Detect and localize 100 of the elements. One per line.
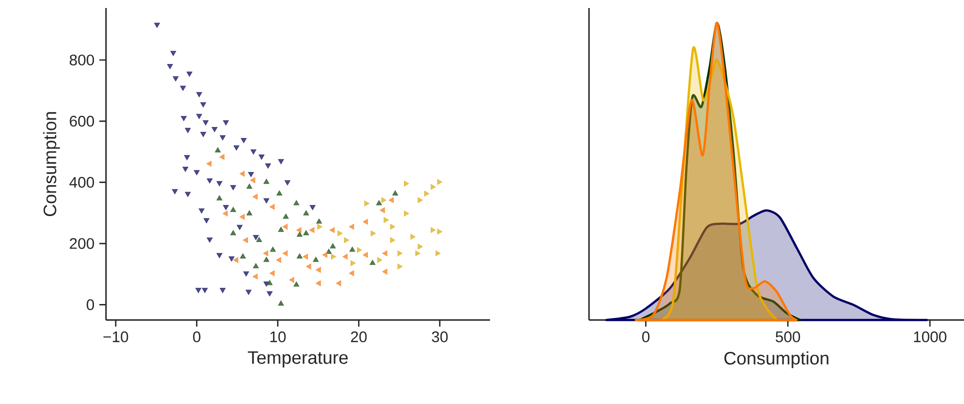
y-tick-label: 800 [70, 54, 94, 66]
y-tick-label: 600 [70, 116, 94, 127]
point [282, 250, 288, 256]
point [242, 237, 248, 244]
point [263, 256, 270, 262]
point [276, 190, 282, 196]
point [303, 230, 310, 236]
point [200, 102, 206, 108]
point [342, 254, 348, 260]
point [234, 145, 240, 151]
point [202, 120, 209, 126]
point [436, 250, 441, 256]
point [220, 135, 226, 140]
point [418, 197, 423, 204]
point [415, 250, 420, 256]
point [397, 250, 403, 256]
point [167, 64, 173, 70]
point [293, 200, 300, 206]
point [198, 208, 205, 214]
point [284, 180, 290, 186]
point [204, 218, 210, 224]
point [377, 257, 382, 263]
point [222, 205, 229, 210]
point [266, 291, 273, 296]
x-axis-title: Consumption [724, 351, 828, 368]
point [384, 217, 389, 223]
point [382, 250, 388, 256]
point [430, 227, 436, 233]
point [350, 260, 356, 266]
point [276, 257, 282, 263]
point [250, 177, 256, 184]
point [228, 256, 234, 262]
point [362, 218, 368, 225]
point [230, 185, 236, 190]
point [362, 252, 368, 258]
point [233, 257, 238, 263]
point [381, 197, 386, 204]
point [216, 181, 222, 186]
point [265, 163, 271, 169]
point [246, 210, 252, 216]
y-tick-label: 400 [69, 176, 94, 188]
point [317, 224, 322, 230]
point [214, 147, 221, 152]
point [252, 194, 258, 200]
point [309, 227, 314, 233]
y-tick-label: 200 [70, 238, 94, 249]
point [182, 166, 188, 172]
point [186, 72, 192, 77]
point [330, 227, 335, 233]
point [380, 207, 385, 214]
point [344, 237, 350, 244]
point [263, 198, 270, 204]
point [430, 184, 436, 190]
y-axis-title: Consumption [43, 112, 60, 216]
point [258, 154, 264, 160]
point [263, 178, 270, 184]
point [172, 76, 179, 82]
point [196, 92, 202, 98]
y-tick-label: 0 [86, 299, 94, 310]
point [316, 218, 322, 224]
point [180, 116, 187, 122]
point [376, 200, 382, 206]
point [240, 253, 246, 258]
point [230, 230, 236, 236]
point [270, 270, 275, 276]
point [195, 288, 202, 294]
point [282, 214, 289, 219]
point [230, 206, 236, 212]
x-tick-label: 1000 [914, 331, 946, 342]
x-axis-title: Temperature [248, 351, 348, 368]
point [293, 281, 300, 287]
point [263, 250, 268, 256]
point [196, 114, 202, 120]
point [364, 200, 370, 206]
x-tick-label: 500 [776, 331, 800, 342]
point [282, 224, 288, 230]
point [278, 226, 284, 232]
point [303, 210, 310, 216]
x-tick-label: 30 [432, 331, 448, 342]
point [250, 149, 256, 154]
point [194, 170, 200, 176]
point [404, 210, 410, 216]
x-tick-label: 0 [193, 331, 200, 342]
point [312, 256, 319, 262]
point [246, 184, 252, 189]
point [184, 155, 190, 160]
point [392, 190, 398, 196]
point [266, 280, 273, 286]
point [236, 224, 243, 230]
point [184, 128, 191, 134]
point [302, 254, 308, 260]
point [222, 120, 229, 126]
point [316, 280, 321, 286]
point [410, 234, 416, 240]
point [388, 197, 394, 204]
x-tick-label: 0 [642, 331, 650, 342]
x-tick-label: 10 [270, 331, 286, 342]
point [240, 214, 245, 220]
point [252, 234, 259, 240]
point [418, 244, 423, 250]
